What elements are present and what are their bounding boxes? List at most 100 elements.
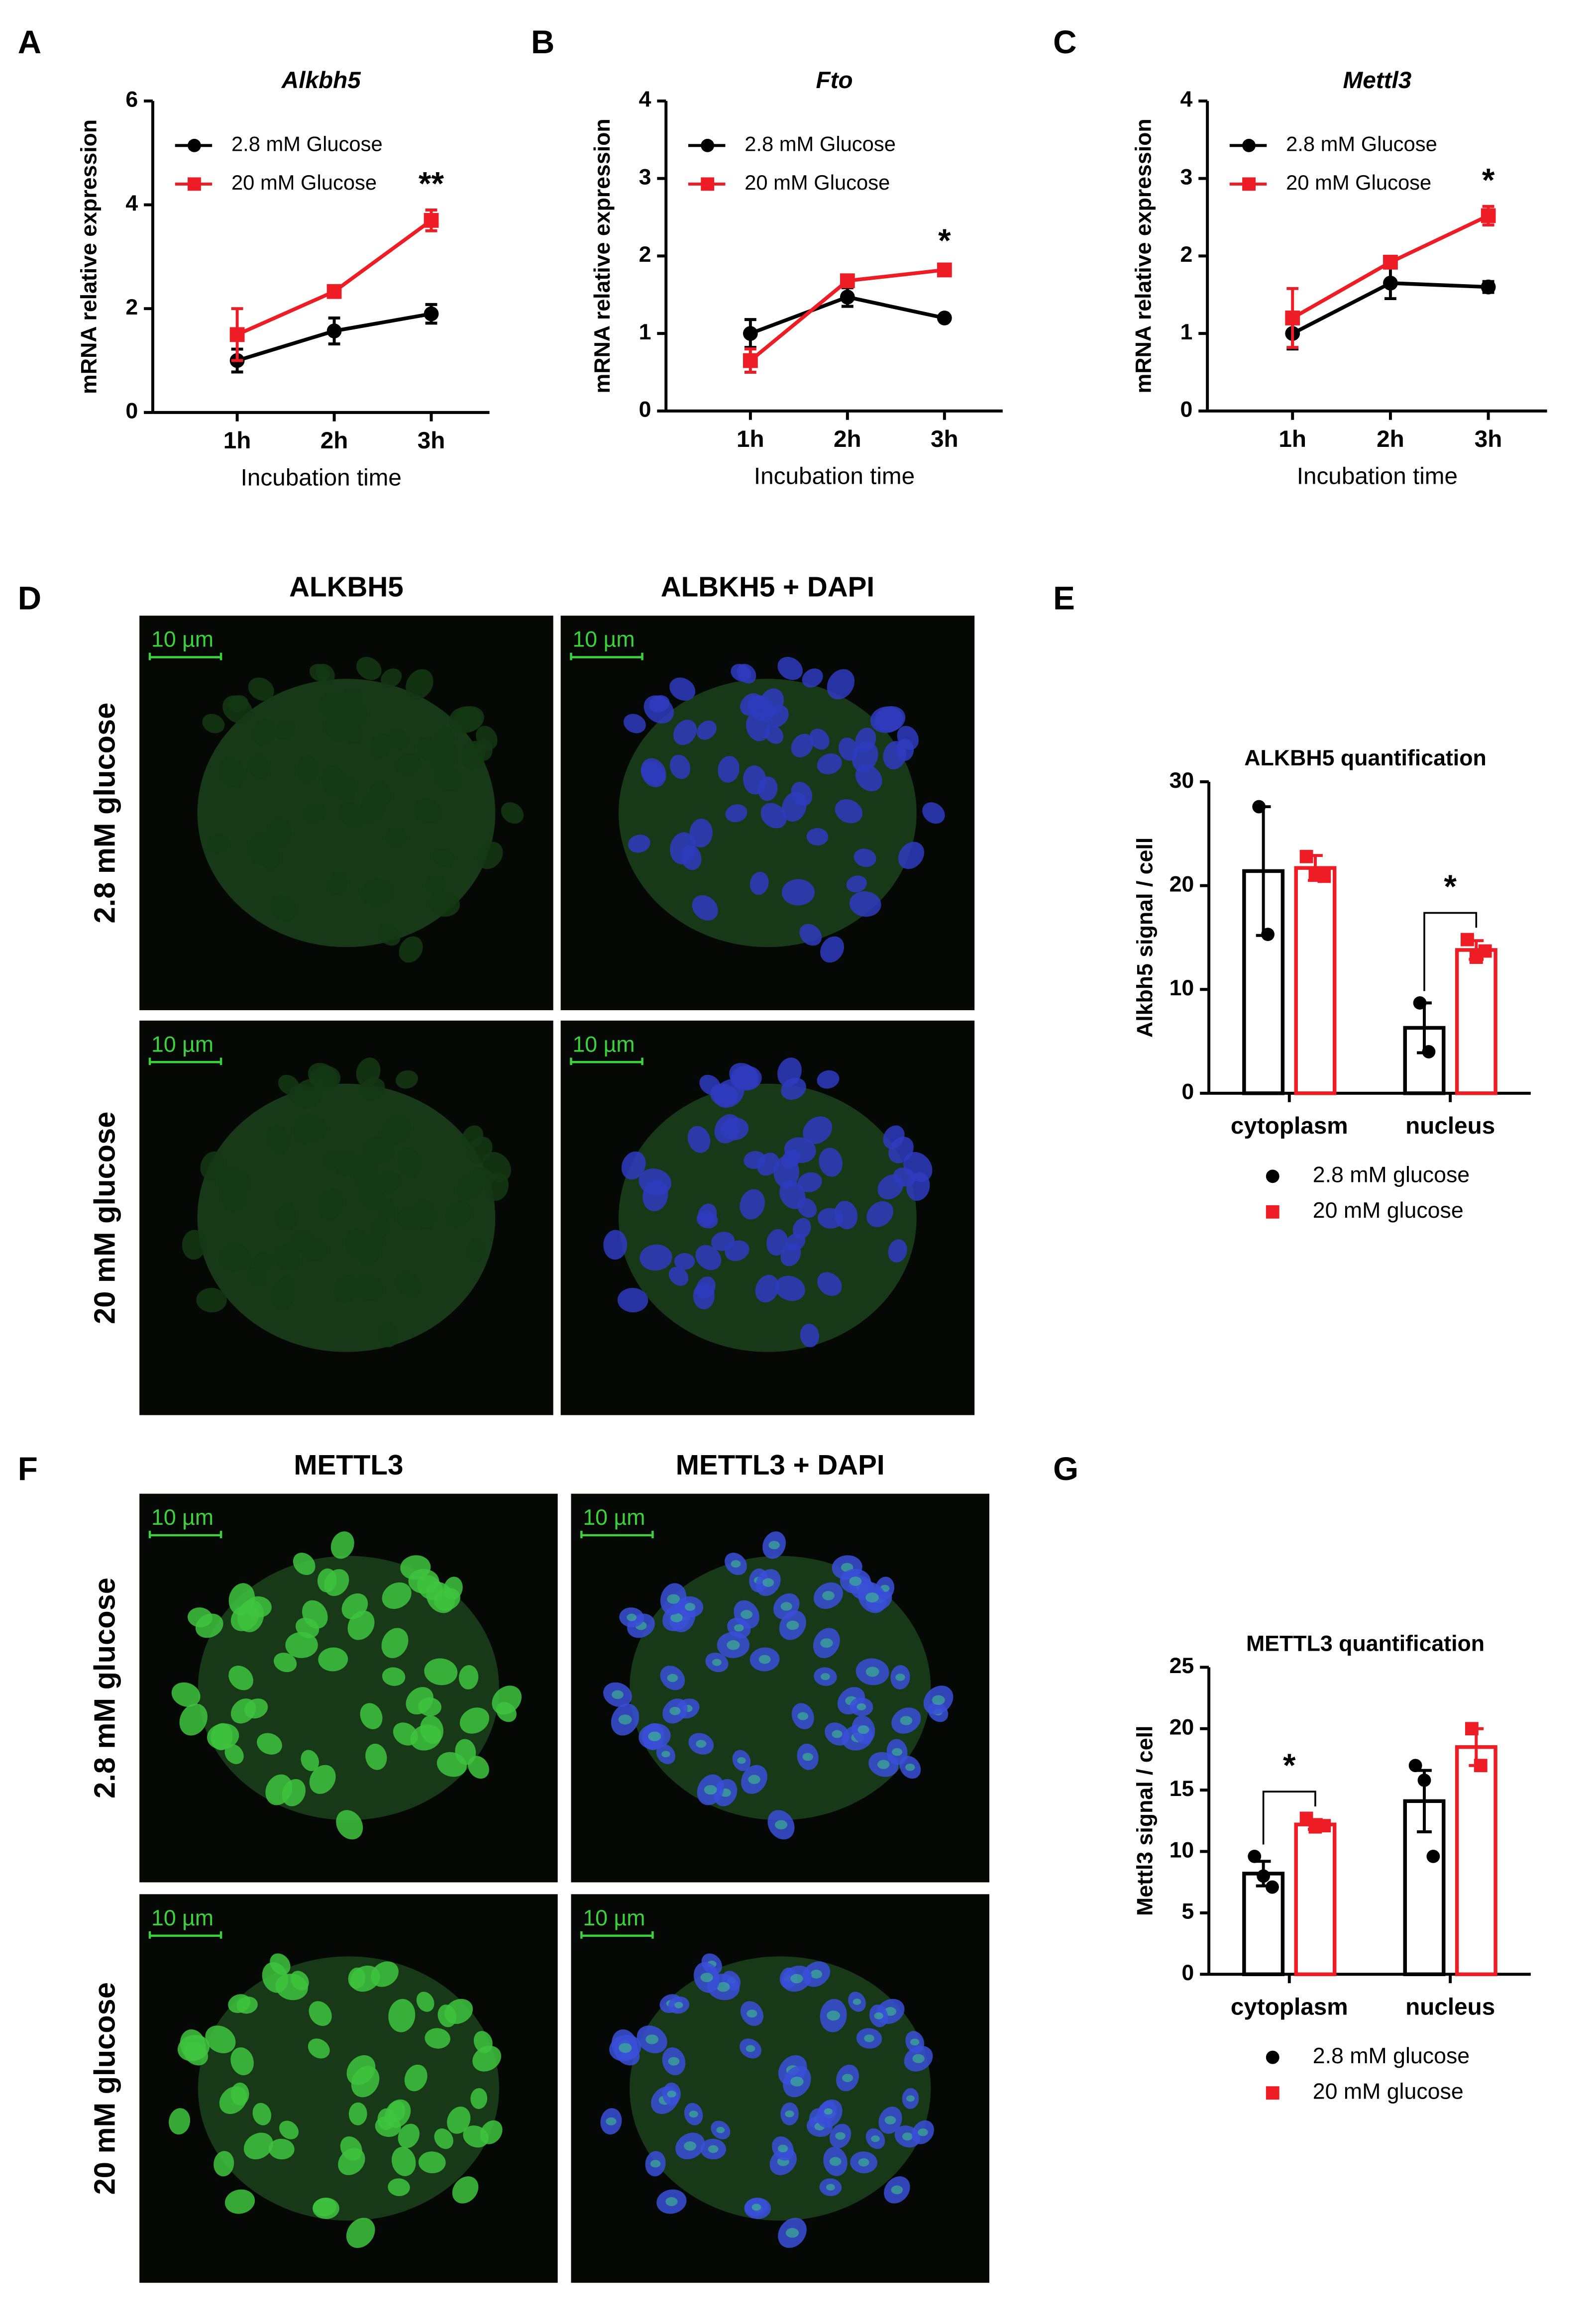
cell-cluster — [197, 1083, 496, 1352]
nucleus-signal — [849, 1577, 862, 1586]
legend-marker — [701, 177, 715, 191]
y-tick-label: 0 — [125, 399, 138, 423]
nucleus-signal — [829, 2157, 842, 2166]
nucleus — [418, 1697, 442, 1716]
nucleus — [396, 753, 421, 774]
nucleus — [744, 1151, 766, 1169]
nucleus — [179, 1703, 208, 1736]
nucleus — [182, 1230, 206, 1260]
nucleus — [219, 758, 245, 787]
nucleus — [396, 1070, 418, 1089]
nucleus-signal — [865, 1592, 879, 1603]
nucleus — [434, 2128, 453, 2149]
nucleus — [360, 1149, 379, 1169]
nucleus — [296, 756, 319, 783]
scale-bar-label: 10 µm — [583, 1505, 645, 1530]
nucleus-signal — [832, 1730, 843, 1738]
nucleus — [820, 936, 845, 963]
nucleus — [425, 2028, 450, 2049]
nucleus-signal — [668, 2057, 680, 2066]
nucleus — [336, 1810, 363, 1840]
nucleus-signal — [700, 1973, 713, 1983]
nucleus — [416, 1992, 434, 2012]
y-tick-label: 5 — [1181, 1899, 1194, 1924]
nucleus — [213, 2151, 234, 2177]
nucleus — [623, 714, 646, 734]
nucleus — [476, 726, 498, 750]
nucleus — [468, 1756, 489, 1779]
nucleus-signal — [918, 2128, 928, 2136]
nucleus — [669, 677, 696, 701]
nucleus — [346, 2217, 375, 2248]
nucleus — [224, 1744, 244, 1764]
scale-bar — [570, 1057, 643, 1065]
nucleus — [418, 2151, 446, 2174]
nucleus — [322, 1151, 345, 1169]
micrograph — [571, 1894, 989, 2283]
nucleus — [687, 1126, 711, 1153]
nucleus — [228, 1666, 253, 1690]
bracket — [1262, 1791, 1316, 1845]
nucleus — [720, 1117, 749, 1141]
nucleus — [257, 1733, 282, 1755]
nucleus — [207, 1723, 239, 1750]
legend-marker — [1242, 177, 1256, 191]
y-axis-label: mRNA relative expression — [77, 119, 102, 394]
panel-letter: B — [531, 24, 554, 60]
nucleus — [230, 2047, 254, 2076]
micrograph — [139, 1894, 558, 2283]
bar — [1455, 948, 1497, 1095]
nucleus — [877, 1174, 904, 1200]
nucleus — [817, 1070, 840, 1089]
nucleus — [308, 2038, 330, 2059]
nucleus-signal — [665, 2197, 678, 2207]
nucleus — [452, 2176, 479, 2204]
marker — [1299, 849, 1313, 863]
annotation: * — [938, 222, 951, 259]
y-tick-label: 0 — [1181, 1961, 1194, 1985]
row-label: 20 mM glucose — [88, 1982, 121, 2195]
nucleus-signal — [758, 1655, 771, 1664]
nucleus-signal — [669, 1706, 681, 1715]
nucleus — [351, 2066, 380, 2098]
nucleus — [434, 728, 455, 752]
nucleus — [379, 1323, 398, 1348]
nucleus — [301, 1750, 319, 1772]
nucleus — [313, 2198, 336, 2216]
nucleus-signal — [780, 1602, 792, 1611]
nucleus — [767, 705, 789, 728]
nucleus — [365, 1743, 387, 1770]
nucleus — [309, 1765, 336, 1794]
marker — [326, 284, 342, 299]
marker — [1317, 1819, 1331, 1833]
scale-bar-label: 10 µm — [572, 1032, 635, 1056]
nucleus — [262, 1962, 288, 1993]
x-axis-label: Incubation time — [1297, 463, 1458, 490]
nucleus — [482, 1152, 511, 1182]
x-tick-label: 3h — [1475, 426, 1502, 452]
nucleus — [274, 1652, 297, 1673]
nucleus — [425, 875, 446, 893]
marker — [1248, 1849, 1262, 1863]
nucleus — [330, 1531, 354, 1559]
nucleus — [382, 1667, 406, 1686]
nucleus-signal — [874, 2012, 883, 2019]
nucleus — [397, 1148, 422, 1177]
nucleus — [424, 1658, 458, 1686]
nucleus — [447, 2107, 471, 2134]
nucleus — [318, 1647, 348, 1672]
nucleus — [640, 758, 666, 787]
nucleus — [230, 1698, 256, 1724]
bar — [1455, 1745, 1497, 1977]
nucleus-signal — [618, 1714, 632, 1725]
marker — [1417, 1773, 1431, 1787]
nucleus — [339, 803, 366, 829]
marker — [840, 273, 855, 289]
nucleus — [760, 803, 787, 829]
nucleus — [268, 2138, 295, 2160]
nucleus — [253, 1253, 274, 1270]
nucleus — [275, 720, 296, 740]
nucleus-signal — [864, 2034, 874, 2042]
nucleus-signal — [746, 2009, 757, 2018]
